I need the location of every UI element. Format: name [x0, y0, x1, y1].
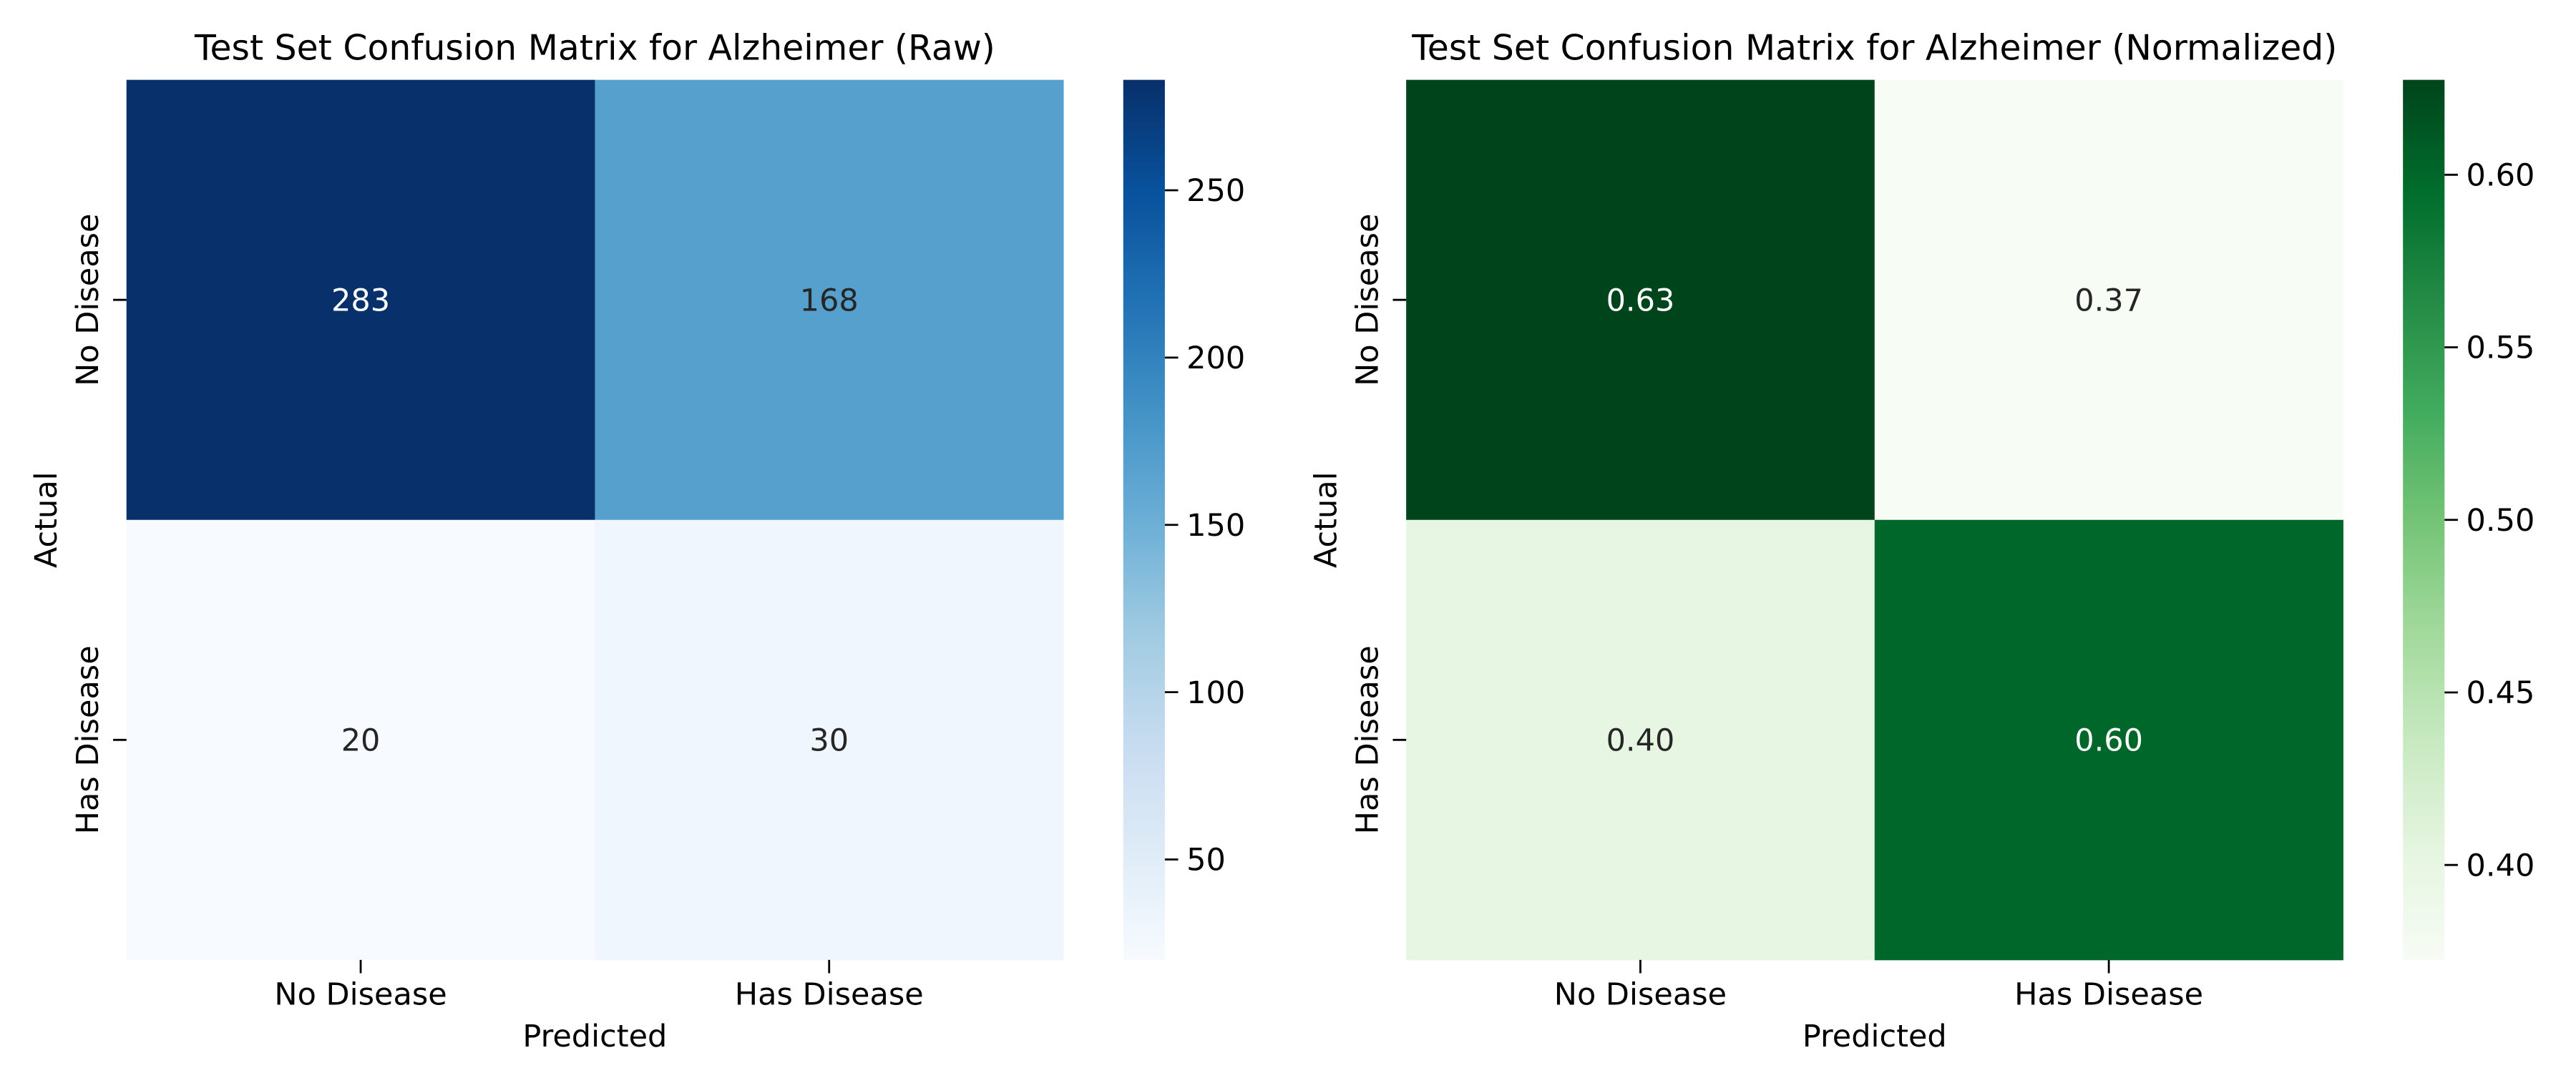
- y-axis-label: Actual: [29, 471, 64, 568]
- colorbar-tick-label: 50: [1186, 843, 1226, 878]
- heatmap-cell: [126, 79, 595, 521]
- colorbar-tick-label: 0.40: [2467, 848, 2535, 883]
- heatmap-cell: [1406, 79, 1875, 521]
- heatmap-cell: [595, 519, 1064, 961]
- y-axis-label: Actual: [1308, 471, 1344, 568]
- heatmap-cell: [595, 79, 1064, 521]
- cell-value-label: 20: [341, 722, 381, 758]
- x-axis-label: Predicted: [522, 1019, 667, 1054]
- colorbar-tick-label: 0.50: [2467, 503, 2535, 539]
- colorbar-tick-label: 250: [1186, 173, 1245, 209]
- x-tick-label: Has Disease: [2014, 977, 2203, 1013]
- cell-value-label: 0.40: [1606, 722, 1675, 758]
- x-axis-label: Predicted: [1802, 1019, 1947, 1054]
- chart-title: Test Set Confusion Matrix for Alzheimer …: [1411, 28, 2337, 69]
- cell-value-label: 30: [809, 722, 849, 758]
- colorbar: [1123, 79, 1165, 960]
- colorbar-tick-label: 0.60: [2467, 157, 2535, 193]
- cell-value-label: 168: [800, 283, 859, 318]
- colorbar-tick-label: 0.55: [2467, 330, 2535, 366]
- heatmap-cell: [1874, 519, 2343, 961]
- y-tick-label: Has Disease: [70, 645, 106, 834]
- y-tick-label: Has Disease: [1350, 645, 1386, 834]
- cell-value-label: 0.60: [2074, 722, 2143, 758]
- cell-value-label: 0.63: [1606, 283, 1675, 318]
- x-tick-label: No Disease: [1554, 977, 1727, 1013]
- colorbar-tick-label: 0.45: [2467, 675, 2535, 711]
- colorbar-tick-label: 150: [1186, 508, 1245, 544]
- colorbar-tick-label: 200: [1186, 340, 1245, 376]
- cell-value-label: 0.37: [2074, 283, 2143, 318]
- y-tick-label: No Disease: [1350, 214, 1386, 386]
- heatmap-cell: [126, 519, 595, 961]
- heatmap-cell: [1406, 519, 1875, 961]
- x-tick-label: No Disease: [274, 977, 447, 1013]
- colorbar: [2403, 79, 2445, 960]
- chart-title: Test Set Confusion Matrix for Alzheimer …: [194, 28, 995, 69]
- y-tick-label: No Disease: [70, 214, 106, 386]
- colorbar-tick-label: 100: [1186, 675, 1245, 711]
- heatmap-cell: [1874, 79, 2343, 521]
- cell-value-label: 283: [331, 283, 390, 318]
- x-tick-label: Has Disease: [735, 977, 924, 1013]
